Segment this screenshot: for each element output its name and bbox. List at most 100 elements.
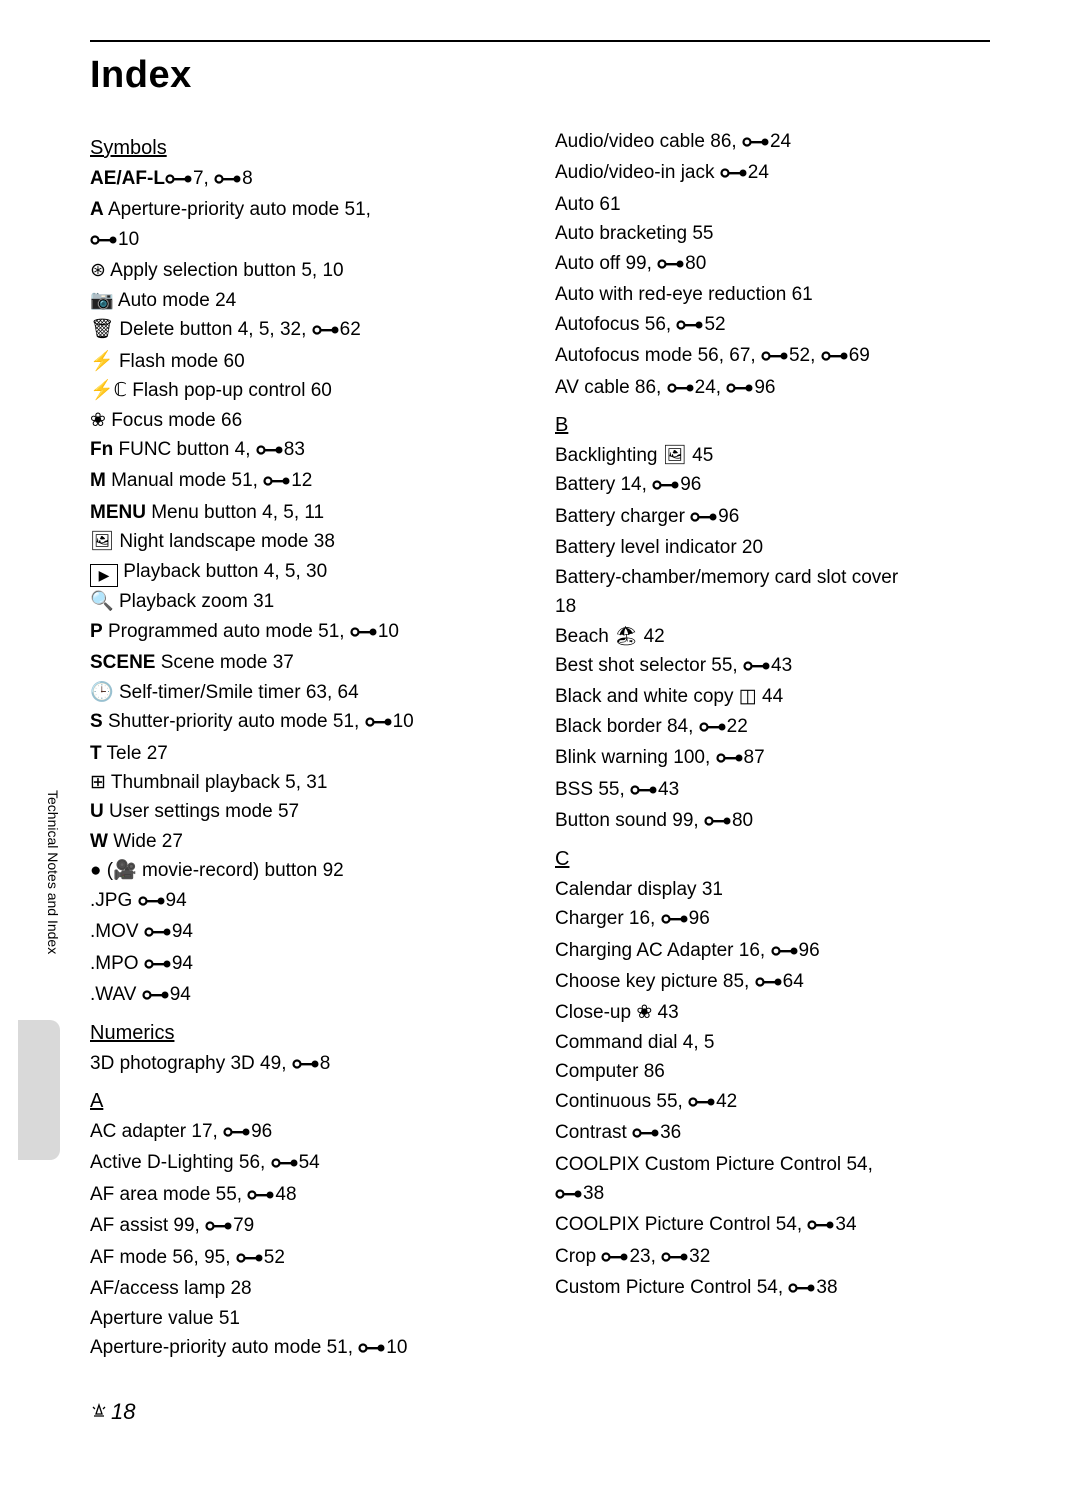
index-entry: 🕒 Self-timer/Smile timer 63, 64 — [90, 678, 525, 707]
entry-text: Aperture-priority auto mode — [90, 1337, 327, 1358]
page-ref: 4, 5, 32, — [238, 319, 312, 340]
index-entry: Autofocus mode 56, 67, 52, 69 — [555, 341, 990, 372]
right-column: Audio/video cable 86, 24Audio/video-in j… — [555, 127, 990, 1364]
ext-ref: 22 — [727, 716, 748, 737]
page-ref: 56, — [239, 1152, 271, 1173]
page-ref: 60 — [224, 351, 245, 372]
ext-ref: 48 — [275, 1184, 296, 1205]
index-entry: Custom Picture Control 54, 38 — [555, 1273, 990, 1304]
ext-ref: 43 — [658, 779, 679, 800]
page-ref: 43 — [658, 1002, 679, 1023]
ext-ref: 12 — [291, 470, 312, 491]
ref-icon — [138, 888, 166, 917]
page-ref: 99, — [173, 1215, 205, 1236]
page-ref: 61 — [599, 194, 620, 215]
ref-icon — [555, 1181, 583, 1210]
page-ref: 56, — [645, 314, 677, 335]
ref-icon — [688, 1089, 716, 1118]
page-ref: 4, 5, 11 — [262, 502, 324, 523]
index-entry: Battery level indicator 20 — [555, 533, 990, 562]
index-entry: Active D-Lighting 56, 54 — [90, 1148, 525, 1179]
ref-icon — [690, 504, 718, 533]
ref-icon — [676, 312, 704, 341]
page-ref: 51, — [232, 470, 264, 491]
index-entry: Crop 23, 32 — [555, 1242, 990, 1273]
entry-text: Auto — [555, 194, 599, 215]
entry-text: AF assist — [90, 1215, 173, 1236]
index-entry: Close-up ❀ 43 — [555, 998, 990, 1027]
section-label: Technical Notes and Index — [45, 790, 61, 954]
entry-text: Apply selection button — [106, 260, 301, 281]
ref-icon — [716, 745, 744, 774]
entry-text: 3D photography 3D 49, — [90, 1053, 292, 1074]
entry-text: Custom Picture Control — [555, 1277, 757, 1298]
ref-icon — [699, 714, 727, 743]
entry-text: Programmed auto mode — [103, 621, 318, 642]
ext-ref: 36 — [660, 1122, 681, 1143]
index-entry: 🖼 Night landscape mode 38 — [90, 527, 525, 556]
index-entry: 🗑 Delete button 4, 5, 32, 62 — [90, 315, 525, 346]
ref-icon — [761, 343, 789, 372]
ref-icon — [807, 1212, 835, 1241]
entry-text: .MOV — [90, 921, 144, 942]
index-entry: Choose key picture 85, 64 — [555, 967, 990, 998]
index-entry-cont: 18 — [555, 592, 990, 621]
ext-ref: 83 — [284, 439, 305, 460]
ext-ref: 94 — [166, 890, 187, 911]
entry-text: Blink warning — [555, 747, 673, 768]
symbol-icon: 📷 — [90, 290, 114, 311]
entry-text: Menu button — [146, 502, 262, 523]
ref-icon — [144, 951, 172, 980]
page-ref: 55 — [692, 223, 713, 244]
page-ref: 5, 10 — [301, 260, 343, 281]
ext-ref: 94 — [172, 953, 193, 974]
symbol-icon: ⊛ — [90, 260, 106, 281]
ref-icon — [271, 1150, 299, 1179]
index-entry: Autofocus 56, 52 — [555, 310, 990, 341]
ref-icon — [755, 969, 783, 998]
index-entry: SCENE Scene mode 37 — [90, 648, 525, 677]
ext-ref: 94 — [170, 984, 191, 1005]
page-ref: 92 — [323, 860, 344, 881]
symbol-icon: ▶ — [90, 564, 118, 588]
index-entry: AC adapter 17, 96 — [90, 1117, 525, 1148]
entry-text: Aperture-priority auto mode — [104, 199, 345, 220]
symbol-icon: ● — [90, 860, 101, 881]
section-b: B — [555, 410, 990, 441]
index-entry: Calendar display 31 — [555, 875, 990, 904]
symbol-icon: W — [90, 831, 108, 852]
page-ref: 86 — [644, 1061, 665, 1082]
entry-text: (🎥 movie-record) button — [101, 860, 322, 881]
entry-text: AF area mode — [90, 1184, 216, 1205]
index-entry: Aperture value 51 — [90, 1304, 525, 1333]
index-entry: Computer 86 — [555, 1057, 990, 1086]
page-ref: 55, — [216, 1184, 248, 1205]
entry-text: Aperture value — [90, 1308, 219, 1329]
index-entry: A Aperture-priority auto mode 51, — [90, 195, 525, 224]
ref-icon — [632, 1120, 660, 1149]
symbol-icon: Fn — [90, 439, 113, 460]
entry-text: Audio/video-in jack — [555, 162, 720, 183]
entry-text: Choose key picture — [555, 971, 723, 992]
entry-text: Audio/video cable — [555, 131, 710, 152]
page-ref: 24 — [215, 290, 236, 311]
entry-text: Flash mode — [114, 351, 224, 372]
page-ref: 86, — [635, 377, 667, 398]
index-entry: Auto with red-eye reduction 61 — [555, 280, 990, 309]
ext-ref: 96 — [799, 940, 820, 961]
entry-text: Battery — [555, 474, 620, 495]
ref-icon — [704, 808, 732, 837]
ref-icon — [630, 777, 658, 806]
page-ref: 99, — [625, 253, 657, 274]
page-ref: 54, — [776, 1214, 808, 1235]
ref-icon — [652, 472, 680, 501]
page-ref: 51, — [333, 711, 365, 732]
ext-ref: 69 — [849, 345, 870, 366]
entry-text: Playback zoom — [114, 591, 253, 612]
index-entry: M Manual mode 51, 12 — [90, 466, 525, 497]
entry-text: Battery-chamber/memory card slot cover — [555, 567, 898, 588]
ext-ref: 96 — [718, 506, 739, 527]
section-a: A — [90, 1086, 525, 1117]
index-entry: Button sound 99, 80 — [555, 806, 990, 837]
index-entry: W Wide 27 — [90, 827, 525, 856]
